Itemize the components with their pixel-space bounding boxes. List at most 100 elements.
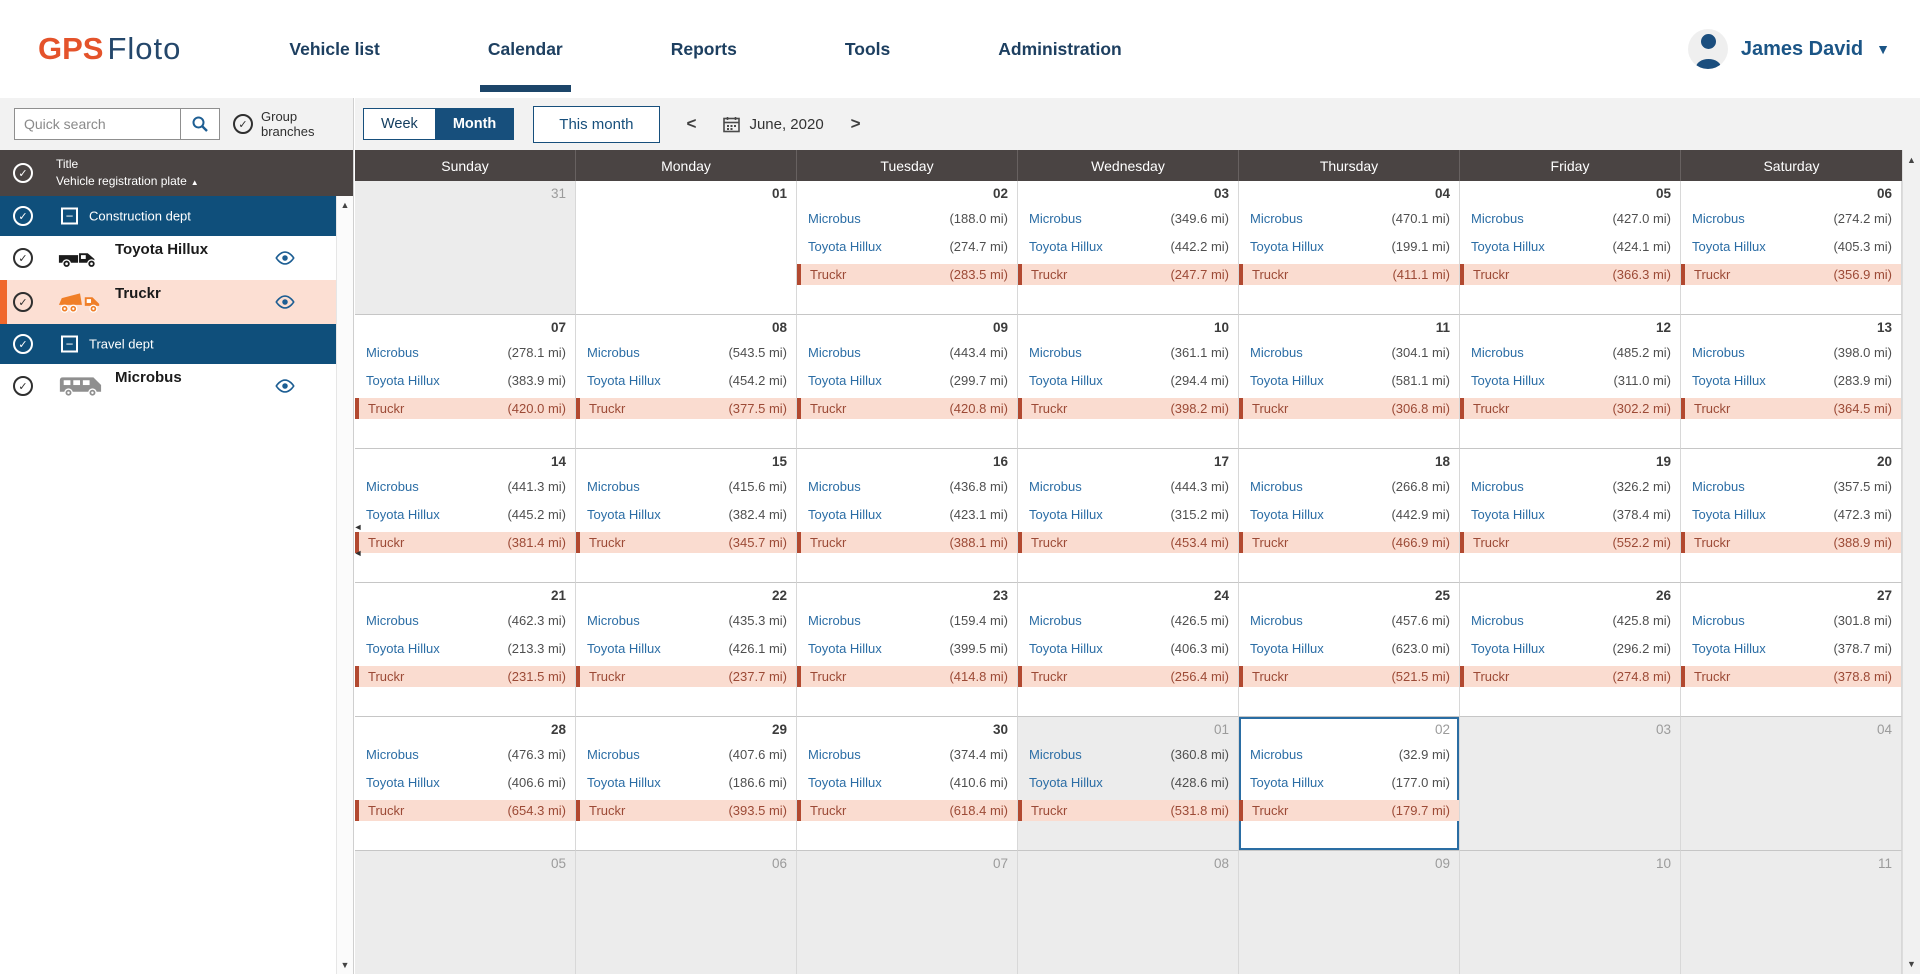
vehicle-name[interactable]: Toyota Hillux <box>808 507 882 522</box>
calendar-cell-10[interactable]: 10 Microbus (361.1 mi) Toyota Hillux (294.4 … <box>1018 315 1239 449</box>
vehicle-name[interactable]: Microbus <box>1029 613 1082 628</box>
vehicle-name[interactable]: Microbus <box>1471 613 1524 628</box>
vehicle-entry-microbus[interactable]: Microbus (301.8 mi) <box>1681 610 1901 631</box>
vehicle-name[interactable]: Truckr <box>1694 267 1731 282</box>
vehicle-entry-truckr[interactable]: Truckr (388.9 mi) <box>1681 532 1901 553</box>
vehicle-entry-truckr[interactable]: Truckr (654.3 mi) <box>355 800 575 821</box>
search-button[interactable] <box>180 108 220 140</box>
vehicle-name[interactable]: Truckr <box>1031 669 1068 684</box>
sidebar-collapse-handle[interactable]: ◄ ◄ <box>352 505 364 575</box>
vehicle-name[interactable]: Truckr <box>1031 267 1068 282</box>
vehicle-tree-header[interactable]: ✓ Title Vehicle registration plate ▲ <box>0 150 353 196</box>
vehicle-entry-truckr[interactable]: Truckr (283.5 mi) <box>797 264 1017 285</box>
calendar-cell-07[interactable]: 07 <box>797 851 1018 974</box>
vehicle-name[interactable]: Truckr <box>810 401 847 416</box>
vehicle-name[interactable]: Microbus <box>808 479 861 494</box>
tree-header-sort[interactable]: Vehicle registration plate ▲ <box>56 174 199 188</box>
vehicle-name[interactable]: Microbus <box>1250 479 1303 494</box>
calendar-cell-06[interactable]: 06 Microbus (274.2 mi) Toyota Hillux (405.3 … <box>1681 181 1902 315</box>
vehicle-name[interactable]: Toyota Hillux <box>1692 239 1766 254</box>
nav-tab-reports[interactable]: Reports <box>671 0 737 98</box>
vehicle-entry-truckr[interactable]: Truckr (411.1 mi) <box>1239 264 1459 285</box>
vehicle-entry-toyota-hillux[interactable]: Toyota Hillux (283.9 mi) <box>1681 370 1901 391</box>
vehicle-entry-toyota-hillux[interactable]: Toyota Hillux (378.7 mi) <box>1681 638 1901 659</box>
vehicle-entry-microbus[interactable]: Microbus (374.4 mi) <box>797 744 1017 765</box>
vehicle-entry-microbus[interactable]: Microbus (462.3 mi) <box>355 610 575 631</box>
vehicle-name[interactable]: Truckr <box>368 401 405 416</box>
next-month-icon[interactable]: > <box>850 114 861 133</box>
vehicle-entry-microbus[interactable]: Microbus (426.5 mi) <box>1018 610 1238 631</box>
eye-icon[interactable] <box>274 295 296 310</box>
calendar-cell-21[interactable]: 21 Microbus (462.3 mi) Toyota Hillux (213.3 … <box>355 583 576 717</box>
vehicle-entry-toyota-hillux[interactable]: Toyota Hillux (454.2 mi) <box>576 370 796 391</box>
calendar-cell-03[interactable]: 03 Microbus (349.6 mi) Toyota Hillux (442.2 … <box>1018 181 1239 315</box>
vehicle-name[interactable]: Microbus <box>808 747 861 762</box>
vehicle-name[interactable]: Toyota Hillux <box>587 775 661 790</box>
vehicle-name[interactable]: Toyota Hillux <box>808 373 882 388</box>
vehicle-entry-microbus[interactable]: Microbus (398.0 mi) <box>1681 342 1901 363</box>
vehicle-entry-toyota-hillux[interactable]: Toyota Hillux (378.4 mi) <box>1460 504 1680 525</box>
calendar-cell-03[interactable]: 03 <box>1460 717 1681 851</box>
vehicle-name[interactable]: Microbus <box>1029 479 1082 494</box>
vehicle-name[interactable]: Truckr <box>1031 535 1068 550</box>
calendar-cell-22[interactable]: 22 Microbus (435.3 mi) Toyota Hillux (426.1 … <box>576 583 797 717</box>
vehicle-name[interactable]: Truckr <box>1031 401 1068 416</box>
vehicle-name[interactable]: Truckr <box>1694 535 1731 550</box>
calendar-cell-09[interactable]: 09 Microbus (443.4 mi) Toyota Hillux (299.7 … <box>797 315 1018 449</box>
vehicle-entry-microbus[interactable]: Microbus (415.6 mi) <box>576 476 796 497</box>
vehicle-entry-microbus[interactable]: Microbus (357.5 mi) <box>1681 476 1901 497</box>
vehicle-name[interactable]: Toyota Hillux <box>587 373 661 388</box>
calendar-cell-04[interactable]: 04 Microbus (470.1 mi) Toyota Hillux (199.1 … <box>1239 181 1460 315</box>
vehicle-entry-microbus[interactable]: Microbus (470.1 mi) <box>1239 208 1459 229</box>
vehicle-name[interactable]: Truckr <box>589 803 626 818</box>
calendar-cell-13[interactable]: 13 Microbus (398.0 mi) Toyota Hillux (283.9 … <box>1681 315 1902 449</box>
vehicle-name[interactable]: Toyota Hillux <box>1692 641 1766 656</box>
collapse-checkbox-icon[interactable]: − <box>61 335 78 353</box>
eye-icon[interactable] <box>274 379 296 394</box>
vehicle-name[interactable]: Truckr <box>810 535 847 550</box>
vehicle-name[interactable]: Microbus <box>808 211 861 226</box>
calendar-cell-11[interactable]: 11 <box>1681 851 1902 974</box>
vehicle-entry-microbus[interactable]: Microbus (274.2 mi) <box>1681 208 1901 229</box>
vehicle-entry-toyota-hillux[interactable]: Toyota Hillux (472.3 mi) <box>1681 504 1901 525</box>
vehicle-entry-microbus[interactable]: Microbus (278.1 mi) <box>355 342 575 363</box>
nav-tab-vehicle-list[interactable]: Vehicle list <box>289 0 379 98</box>
vehicle-name[interactable]: Truckr <box>589 669 626 684</box>
calendar-cell-25[interactable]: 25 Microbus (457.6 mi) Toyota Hillux (623.0 … <box>1239 583 1460 717</box>
vehicle-entry-toyota-hillux[interactable]: Toyota Hillux (294.4 mi) <box>1018 370 1238 391</box>
vehicle-name[interactable]: Microbus <box>587 613 640 628</box>
vehicle-name[interactable]: Toyota Hillux <box>1029 373 1103 388</box>
vehicle-entry-microbus[interactable]: Microbus (441.3 mi) <box>355 476 575 497</box>
vehicle-row-truckr[interactable]: ✓ Truckr <box>0 280 336 324</box>
vehicle-entry-microbus[interactable]: Microbus (159.4 mi) <box>797 610 1017 631</box>
vehicle-entry-toyota-hillux[interactable]: Toyota Hillux (383.9 mi) <box>355 370 575 391</box>
vehicle-name[interactable]: Microbus <box>587 345 640 360</box>
vehicle-entry-microbus[interactable]: Microbus (266.8 mi) <box>1239 476 1459 497</box>
vehicle-entry-microbus[interactable]: Microbus (457.6 mi) <box>1239 610 1459 631</box>
vehicle-name[interactable]: Microbus <box>1029 211 1082 226</box>
vehicle-name[interactable]: Truckr <box>368 535 405 550</box>
vehicle-name[interactable]: Truckr <box>1473 669 1510 684</box>
calendar-cell-27[interactable]: 27 Microbus (301.8 mi) Toyota Hillux (378.7 … <box>1681 583 1902 717</box>
vehicle-name[interactable]: Microbus <box>1250 345 1303 360</box>
nav-tab-administration[interactable]: Administration <box>998 0 1121 98</box>
prev-month-icon[interactable]: < <box>686 114 697 133</box>
vehicle-entry-toyota-hillux[interactable]: Toyota Hillux (213.3 mi) <box>355 638 575 659</box>
vehicle-entry-toyota-hillux[interactable]: Toyota Hillux (426.1 mi) <box>576 638 796 659</box>
calendar-cell-24[interactable]: 24 Microbus (426.5 mi) Toyota Hillux (406.3 … <box>1018 583 1239 717</box>
calendar-cell-29[interactable]: 29 Microbus (407.6 mi) Toyota Hillux (186.6 … <box>576 717 797 851</box>
vehicle-entry-truckr[interactable]: Truckr (521.5 mi) <box>1239 666 1459 687</box>
vehicle-name[interactable]: Microbus <box>587 747 640 762</box>
vehicle-entry-toyota-hillux[interactable]: Toyota Hillux (405.3 mi) <box>1681 236 1901 257</box>
nav-tab-calendar[interactable]: Calendar <box>479 0 571 98</box>
vehicle-name[interactable]: Microbus <box>587 479 640 494</box>
vehicle-name[interactable]: Truckr <box>589 535 626 550</box>
calendar-cell-09[interactable]: 09 <box>1239 851 1460 974</box>
vehicle-entry-microbus[interactable]: Microbus (425.8 mi) <box>1460 610 1680 631</box>
vehicle-entry-truckr[interactable]: Truckr (356.9 mi) <box>1681 264 1901 285</box>
vehicle-entry-toyota-hillux[interactable]: Toyota Hillux (442.9 mi) <box>1239 504 1459 525</box>
vehicle-name[interactable]: Truckr <box>810 669 847 684</box>
vehicle-entry-truckr[interactable]: Truckr (231.5 mi) <box>355 666 575 687</box>
vehicle-entry-truckr[interactable]: Truckr (345.7 mi) <box>576 532 796 553</box>
vehicle-entry-microbus[interactable]: Microbus (349.6 mi) <box>1018 208 1238 229</box>
